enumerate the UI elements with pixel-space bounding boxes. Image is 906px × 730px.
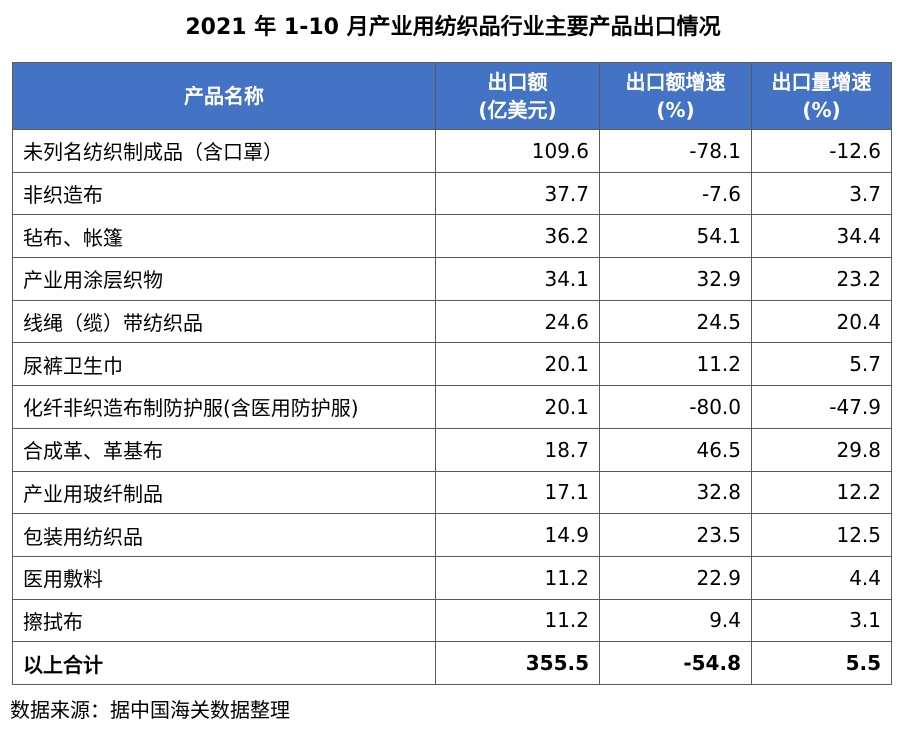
table-total-row: 以上合计 355.5 -54.8 5.5 <box>12 641 892 685</box>
cell-product-name: 擦拭布 <box>12 598 436 643</box>
data-source-note: 数据来源：据中国海关数据整理 <box>10 698 290 722</box>
cell-export-value: 11.2 <box>435 555 600 600</box>
cell-volume-growth: 3.1 <box>751 598 892 643</box>
cell-value-growth: 32.9 <box>599 257 752 301</box>
cell-product-name: 化纤非织造布制防护服(含医用防护服) <box>12 385 436 429</box>
cell-export-value: 36.2 <box>435 214 600 259</box>
table-row: 尿裤卫生巾 20.1 11.2 5.7 <box>12 342 892 387</box>
cell-volume-growth: 3.7 <box>751 171 892 216</box>
cell-total-volume-growth: 5.5 <box>751 641 892 685</box>
cell-volume-growth: 34.4 <box>751 214 892 259</box>
header-volume-growth-line1: 出口量增速 <box>771 70 872 94</box>
cell-value-growth: -78.1 <box>599 129 752 173</box>
cell-export-value: 17.1 <box>435 470 600 515</box>
cell-value-growth: -80.0 <box>599 385 752 429</box>
cell-product-name: 产业用玻纤制品 <box>12 470 436 515</box>
table-row: 包装用纺织品 14.9 23.5 12.5 <box>12 513 892 557</box>
cell-product-name: 尿裤卫生巾 <box>12 342 436 387</box>
cell-value-growth: 46.5 <box>599 427 752 472</box>
cell-volume-growth: -47.9 <box>751 385 892 429</box>
cell-product-name: 非织造布 <box>12 171 436 216</box>
cell-total-label: 以上合计 <box>12 641 436 685</box>
header-volume-growth: 出口量增速 (%) <box>751 62 892 130</box>
table-row: 产业用涂层织物 34.1 32.9 23.2 <box>12 257 892 301</box>
cell-export-value: 109.6 <box>435 129 600 173</box>
cell-value-growth: 22.9 <box>599 555 752 600</box>
cell-product-name: 毡布、帐篷 <box>12 214 436 259</box>
cell-value-growth: 23.5 <box>599 513 752 557</box>
cell-volume-growth: 4.4 <box>751 555 892 600</box>
cell-value-growth: 24.5 <box>599 299 752 344</box>
header-export-value-line2: (亿美元) <box>478 98 557 122</box>
header-product-name: 产品名称 <box>12 62 436 130</box>
cell-product-name: 线绳（缆）带纺织品 <box>12 299 436 344</box>
cell-value-growth: 11.2 <box>599 342 752 387</box>
table-row: 线绳（缆）带纺织品 24.6 24.5 20.4 <box>12 299 892 344</box>
header-export-value: 出口额 (亿美元) <box>435 62 600 130</box>
cell-export-value: 37.7 <box>435 171 600 216</box>
cell-export-value: 11.2 <box>435 598 600 643</box>
cell-export-value: 20.1 <box>435 385 600 429</box>
page-title: 2021 年 1-10 月产业用纺织品行业主要产品出口情况 <box>185 15 721 40</box>
cell-value-growth: 9.4 <box>599 598 752 643</box>
cell-value-growth: 54.1 <box>599 214 752 259</box>
cell-volume-growth: 29.8 <box>751 427 892 472</box>
table-row: 擦拭布 11.2 9.4 3.1 <box>12 598 892 643</box>
cell-volume-growth: 23.2 <box>751 257 892 301</box>
cell-total-value-growth: -54.8 <box>599 641 752 685</box>
cell-volume-growth: 12.2 <box>751 470 892 515</box>
table-row: 化纤非织造布制防护服(含医用防护服) 20.1 -80.0 -47.9 <box>12 385 892 429</box>
cell-volume-growth: 12.5 <box>751 513 892 557</box>
header-export-value-line1: 出口额 <box>487 70 548 94</box>
cell-product-name: 未列名纺织制成品（含口罩） <box>12 129 436 173</box>
cell-export-value: 34.1 <box>435 257 600 301</box>
table-row: 合成革、革基布 18.7 46.5 29.8 <box>12 427 892 472</box>
header-volume-growth-line2: (%) <box>802 98 841 122</box>
cell-export-value: 20.1 <box>435 342 600 387</box>
cell-total-export-value: 355.5 <box>435 641 600 685</box>
table-row: 毡布、帐篷 36.2 54.1 34.4 <box>12 214 892 259</box>
cell-value-growth: 32.8 <box>599 470 752 515</box>
export-table: 产品名称 出口额 (亿美元) 出口额增速 (%) 出口量增速 (%) 未列名纺织… <box>12 62 892 685</box>
cell-volume-growth: 5.7 <box>751 342 892 387</box>
cell-export-value: 18.7 <box>435 427 600 472</box>
cell-product-name: 包装用纺织品 <box>12 513 436 557</box>
cell-value-growth: -7.6 <box>599 171 752 216</box>
table-row: 未列名纺织制成品（含口罩） 109.6 -78.1 -12.6 <box>12 129 892 173</box>
header-product-name-label: 产品名称 <box>184 84 264 108</box>
cell-export-value: 14.9 <box>435 513 600 557</box>
cell-product-name: 合成革、革基布 <box>12 427 436 472</box>
cell-product-name: 医用敷料 <box>12 555 436 600</box>
header-value-growth-line1: 出口额增速 <box>625 70 726 94</box>
table-row: 非织造布 37.7 -7.6 3.7 <box>12 171 892 216</box>
header-value-growth: 出口额增速 (%) <box>599 62 752 130</box>
cell-export-value: 24.6 <box>435 299 600 344</box>
table-header-row: 产品名称 出口额 (亿美元) 出口额增速 (%) 出口量增速 (%) <box>12 62 892 130</box>
header-value-growth-line2: (%) <box>656 98 695 122</box>
cell-product-name: 产业用涂层织物 <box>12 257 436 301</box>
cell-volume-growth: -12.6 <box>751 129 892 173</box>
cell-volume-growth: 20.4 <box>751 299 892 344</box>
table-row: 医用敷料 11.2 22.9 4.4 <box>12 555 892 600</box>
table-row: 产业用玻纤制品 17.1 32.8 12.2 <box>12 470 892 515</box>
